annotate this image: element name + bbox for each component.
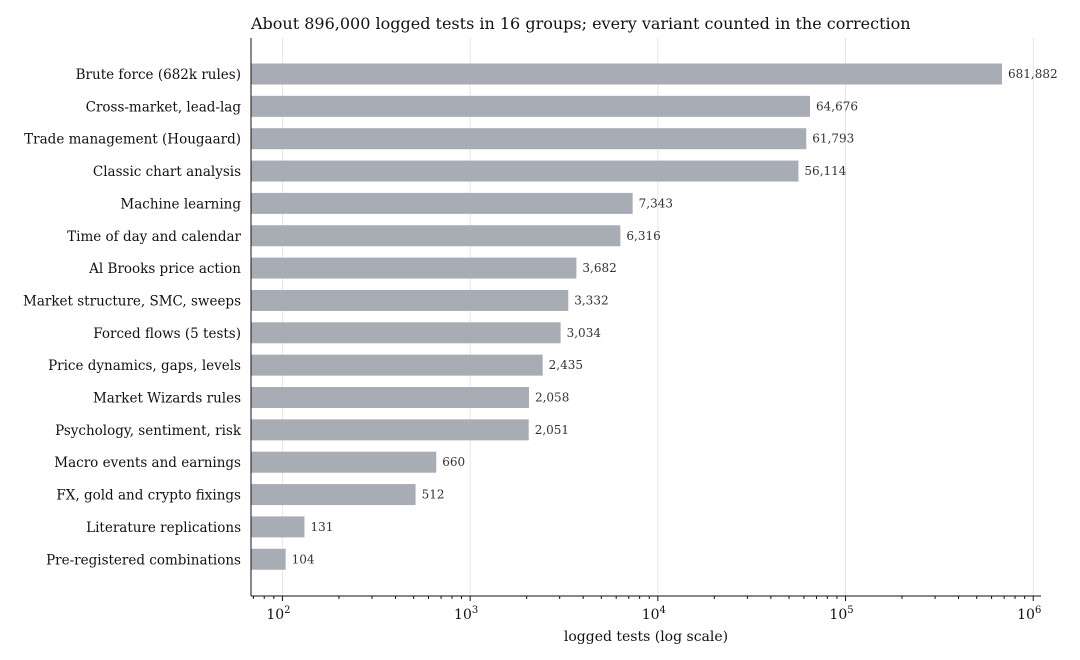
category-label: Market Wizards rules [93,391,241,407]
category-label: Classic chart analysis [93,164,241,180]
bar [251,322,561,344]
x-tick-label: 102 [266,605,290,623]
bar [251,419,529,441]
bar [251,257,577,279]
value-label: 131 [310,520,333,534]
value-label: 7,343 [639,196,673,210]
bar [251,548,286,570]
x-axis-label: logged tests (log scale) [564,629,728,645]
bar [251,128,807,150]
value-label: 3,332 [574,293,608,307]
value-label: 56,114 [804,164,846,178]
bar [251,95,811,117]
value-label: 104 [292,552,315,566]
value-label: 6,316 [626,229,660,243]
category-label: Cross-market, lead-lag [86,99,242,115]
category-label: Price dynamics, gaps, levels [48,358,241,374]
bar [251,516,305,538]
bar [251,387,529,408]
grid-lines [281,38,1034,596]
value-label: 2,435 [549,358,583,372]
category-label: Literature replications [86,520,241,536]
bar [251,354,543,376]
x-tick-label: 106 [1017,605,1041,623]
x-tick-label: 104 [642,605,666,623]
category-label: Market structure, SMC, sweeps [23,293,241,309]
bar [251,225,621,247]
category-label: Macro events and earnings [54,455,241,471]
bars [251,63,1003,570]
value-label: 2,051 [535,423,569,437]
value-label: 3,682 [582,261,616,275]
value-labels: 681,882 64,676 61,793 56,114 7,343 6,316 3,682… [292,67,1058,566]
value-label: 2,058 [535,391,569,405]
value-label: 64,676 [816,99,858,113]
bar [251,192,633,214]
category-label: Brute force (682k rules) [76,67,241,83]
x-axis-ticks: 102 103 104 105 106 [252,596,1041,623]
value-label: 660 [442,455,465,469]
bar [251,484,416,506]
bar [251,289,569,311]
category-label: Al Brooks price action [88,261,241,277]
x-tick-label: 105 [829,605,853,623]
category-label: Forced flows (5 tests) [93,326,241,342]
category-label: Trade management (Hougaard) [24,132,241,148]
bar [251,451,437,473]
value-label: 512 [422,488,445,502]
value-label: 61,793 [812,132,854,146]
category-label: Pre-registered combinations [46,552,241,568]
bar [251,63,1003,85]
category-labels: Brute force (682k rules) Cross-market, le… [23,67,242,568]
bar [251,160,799,182]
chart-title: About 896,000 logged tests in 16 groups;… [250,14,911,33]
category-label: FX, gold and crypto fixings [56,488,241,504]
value-label: 681,882 [1008,67,1058,81]
category-label: Psychology, sentiment, risk [55,423,242,439]
category-label: Machine learning [120,196,241,212]
category-label: Time of day and calendar [67,229,241,245]
value-label: 3,034 [567,326,602,340]
x-tick-label: 103 [454,605,478,623]
